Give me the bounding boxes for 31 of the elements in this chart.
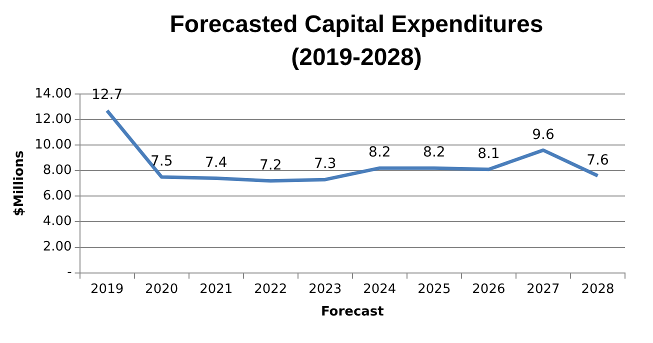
x-tick-label: 2022: [254, 282, 288, 297]
y-tick-label: 14.00: [34, 86, 72, 102]
x-tick-label: 2024: [363, 282, 396, 297]
data-label: 9.6: [532, 126, 554, 143]
y-tick-label: 8.00: [42, 163, 72, 178]
y-tick-label: -: [67, 265, 72, 280]
x-tick-label: 2020: [145, 282, 178, 297]
data-label: 7.4: [204, 154, 228, 171]
x-axis-title: Forecast: [320, 304, 384, 320]
data-label: 8.1: [478, 146, 500, 162]
data-label: 8.2: [368, 144, 391, 161]
data-label: 7.5: [150, 154, 173, 170]
x-tick-label: 2025: [418, 282, 451, 297]
data-label: 8.2: [423, 144, 446, 161]
chart-title: Forecasted Capital Expenditures (2019-2028): [168, 10, 544, 73]
data-label: 7.3: [314, 156, 336, 172]
x-tick-label: 2019: [90, 282, 124, 297]
y-tick-label: 4.00: [42, 214, 72, 230]
x-tick-label: 2021: [200, 282, 233, 297]
data-label: 7.2: [260, 157, 282, 174]
x-tick-label: 2023: [308, 282, 342, 297]
x-tick-label: 2028: [581, 282, 614, 297]
x-tick-label: 2026: [472, 282, 506, 297]
y-axis-title: $Millions: [12, 150, 28, 216]
y-tick-label: 6.00: [42, 188, 72, 204]
x-tick-label: 2027: [526, 282, 560, 297]
y-tick-label: 12.00: [34, 112, 72, 127]
y-tick-label: 10.00: [34, 137, 72, 152]
y-tick-label: 2.00: [42, 240, 72, 255]
data-label: 12.7: [91, 87, 123, 104]
data-label: 7.6: [586, 152, 609, 168]
